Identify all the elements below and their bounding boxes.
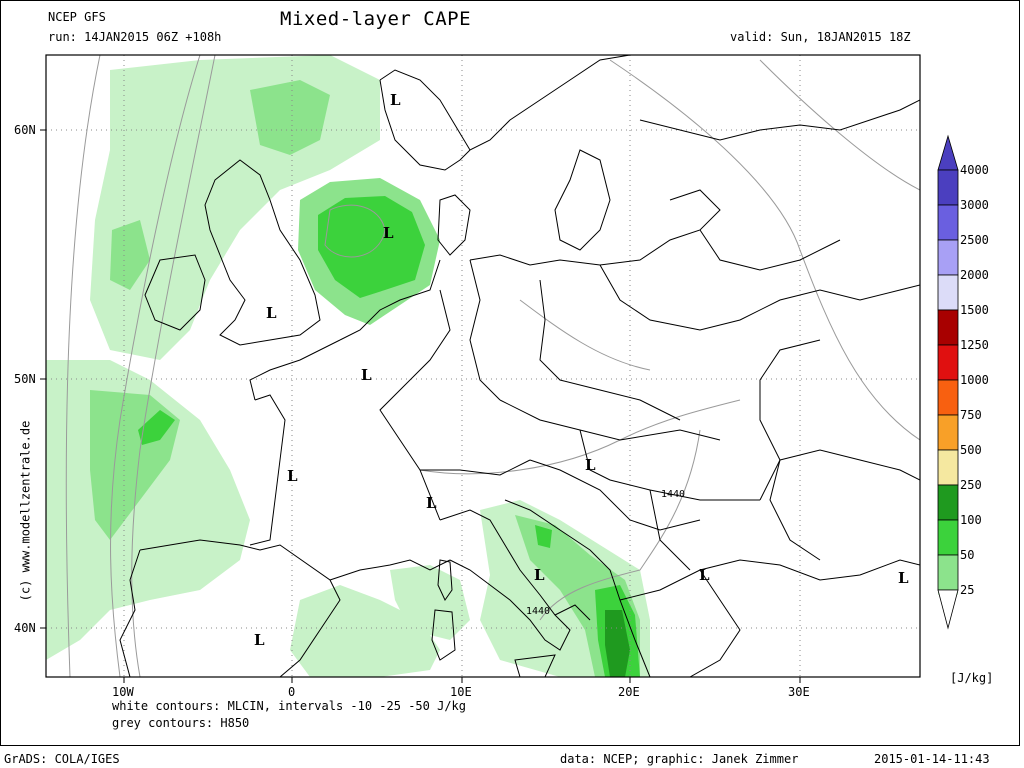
colorbar-cell (937, 414, 959, 451)
h850-contours (65, 55, 920, 677)
run-info: run: 14JAN2015 06Z +108h (48, 30, 222, 44)
cape-area-norway-sea (250, 80, 330, 155)
colorbar-label: 2500 (960, 233, 989, 247)
software-credit: GrADS: COLA/IGES (4, 752, 120, 766)
lon-label-30e: 30E (788, 685, 810, 699)
low-label: L (898, 569, 909, 587)
cape-area-biscay-core (138, 410, 175, 445)
colorbar-label: 750 (960, 408, 982, 422)
low-label: L (361, 366, 372, 384)
colorbar (937, 134, 959, 630)
cape-area-west-med (290, 585, 440, 677)
axis-ticks (40, 129, 801, 683)
contours-grey-note: grey contours: H850 (112, 716, 250, 730)
lat-label-40n: 40N (14, 621, 36, 635)
plot-border (45, 54, 921, 678)
lat-label-50n: 50N (14, 372, 36, 386)
h850-labels: 1440 1440 (526, 489, 685, 617)
low-label: L (287, 467, 298, 485)
timestamp: 2015-01-14-11:43 (874, 752, 990, 766)
lon-label-20e: 20E (618, 685, 640, 699)
colorbar-label: 25 (960, 583, 975, 597)
colorbar-label: 50 (960, 548, 975, 562)
cape-area-ionian-max (605, 610, 630, 677)
cape-area-tyrrhenian (390, 565, 470, 640)
lon-label-0: 0 (288, 685, 296, 699)
colorbar-unit: [J/kg] (950, 671, 994, 685)
low-label: L (585, 456, 596, 474)
watermark: (c) www.modellzentrale.de (18, 420, 33, 602)
colorbar-cell (937, 274, 959, 311)
colorbar-label: 1250 (960, 338, 989, 352)
colorbar-label: 1500 (960, 303, 989, 317)
colorbar-label: 3000 (960, 198, 989, 212)
lon-label-10e: 10E (450, 685, 472, 699)
low-label: L (383, 224, 394, 242)
cape-area-north-west (110, 220, 150, 290)
colorbar-label: 4000 (960, 163, 989, 177)
cape-area-adriatic-core (535, 525, 552, 548)
pressure-lows: L L L L L L L L L L L (254, 91, 909, 649)
h850-label: 1440 (526, 606, 550, 617)
low-label: L (266, 304, 277, 322)
colorbar-cell (937, 554, 959, 591)
colorbar-cell (937, 379, 959, 416)
cape-shading (46, 55, 650, 677)
colorbar-top-triangle (937, 134, 959, 171)
colorbar-cell (937, 449, 959, 486)
colorbar-cell (937, 239, 959, 276)
chart-title: Mixed-layer CAPE (280, 8, 472, 30)
colorbar-label: 100 (960, 513, 982, 527)
colorbar-label: 2000 (960, 268, 989, 282)
colorbar-label: 250 (960, 478, 982, 492)
colorbar-cell (937, 309, 959, 346)
lon-label-10w: 10W (112, 685, 134, 699)
low-label: L (426, 494, 437, 512)
colorbar-bottom-triangle (937, 589, 959, 630)
colorbar-cell (937, 204, 959, 241)
cape-area-north-sea-core (318, 196, 425, 298)
h850-label: 1440 (661, 489, 685, 500)
contours-white-note: white contours: MLCIN, intervals -10 -25… (112, 699, 467, 713)
colorbar-cell (937, 169, 959, 206)
grid-lines (46, 55, 920, 677)
colorbar-cell (937, 344, 959, 381)
low-label: L (534, 566, 545, 584)
outer-frame (0, 0, 1020, 746)
coastlines (119, 55, 920, 677)
data-credit: data: NCEP; graphic: Janek Zimmer (560, 752, 799, 766)
model-name: NCEP GFS (48, 10, 106, 24)
valid-time: valid: Sun, 18JAN2015 18Z (730, 30, 911, 44)
colorbar-cell (937, 484, 959, 521)
colorbar-cell (937, 519, 959, 556)
colorbar-label: 500 (960, 443, 982, 457)
colorbar-label: 1000 (960, 373, 989, 387)
low-label: L (390, 91, 401, 109)
low-label: L (254, 631, 265, 649)
low-label: L (699, 566, 710, 584)
lat-label-60n: 60N (14, 123, 36, 137)
